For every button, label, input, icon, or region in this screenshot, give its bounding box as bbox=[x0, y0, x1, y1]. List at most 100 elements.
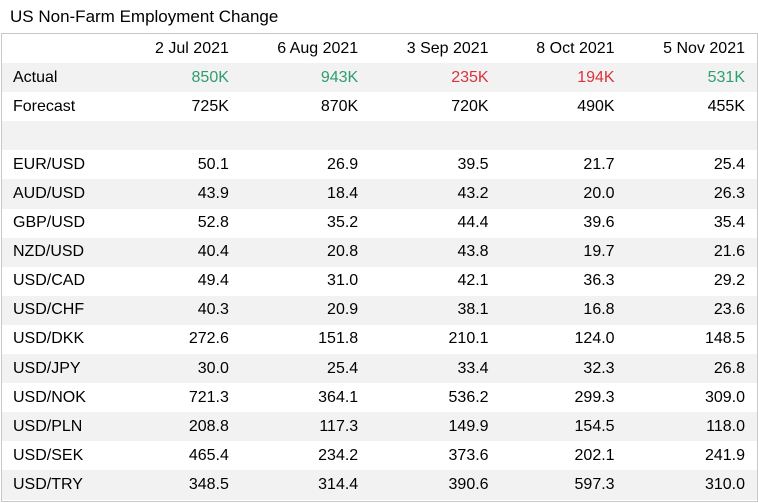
pair-value: 154.5 bbox=[574, 417, 615, 435]
pair-value: 26.8 bbox=[713, 359, 745, 377]
pair-value: 721.3 bbox=[188, 388, 229, 406]
pair-value: 25.4 bbox=[327, 359, 359, 377]
pair-label: USD/DKK bbox=[13, 330, 85, 348]
table-row: USD/CAD 49.4 31.0 42.1 36.3 29.2 bbox=[1, 267, 757, 296]
forecast-row: Forecast 725K 870K 720K 490K 455K bbox=[1, 92, 757, 121]
pair-value: 208.8 bbox=[188, 417, 229, 435]
table-row: USD/TRY 348.5 314.4 390.6 597.3 310.0 bbox=[1, 470, 757, 500]
row-label: Actual bbox=[13, 68, 58, 86]
pair-value: 149.9 bbox=[448, 417, 489, 435]
pair-value: 32.3 bbox=[583, 359, 615, 377]
pair-value: 49.4 bbox=[197, 272, 229, 290]
pair-value: 50.1 bbox=[197, 155, 229, 173]
pair-value: 31.0 bbox=[327, 272, 359, 290]
column-header: 2 Jul 2021 bbox=[155, 39, 229, 57]
column-header: 3 Sep 2021 bbox=[406, 39, 489, 57]
table-row: USD/JPY 30.0 25.4 33.4 32.3 26.8 bbox=[1, 354, 757, 384]
spacer-cell bbox=[1, 121, 757, 150]
pair-value: 465.4 bbox=[188, 446, 229, 464]
pair-value: 43.9 bbox=[197, 185, 229, 203]
pair-value: 597.3 bbox=[574, 475, 615, 493]
pair-value: 35.2 bbox=[327, 214, 359, 232]
pair-value: 21.6 bbox=[713, 243, 745, 261]
table-row: USD/SEK 465.4 234.2 373.6 202.1 241.9 bbox=[1, 441, 757, 470]
pair-value: 210.1 bbox=[448, 330, 489, 348]
pair-value: 40.3 bbox=[197, 301, 229, 319]
actual-value: 531K bbox=[707, 68, 745, 86]
pair-value: 272.6 bbox=[188, 330, 229, 348]
table-row: AUD/USD 43.9 18.4 43.2 20.0 26.3 bbox=[1, 179, 757, 209]
actual-value: 235K bbox=[451, 68, 489, 86]
pair-value: 40.4 bbox=[197, 243, 229, 261]
pair-value: 39.6 bbox=[583, 214, 615, 232]
forecast-value: 870K bbox=[320, 97, 359, 115]
pair-value: 299.3 bbox=[574, 388, 615, 406]
pair-value: 314.4 bbox=[318, 475, 359, 493]
employment-table: 2 Jul 2021 6 Aug 2021 3 Sep 2021 8 Oct 2… bbox=[1, 33, 757, 500]
table-row: NZD/USD 40.4 20.8 43.8 19.7 21.6 bbox=[1, 237, 757, 267]
pair-value: 310.0 bbox=[704, 475, 745, 493]
pair-value: 26.9 bbox=[327, 155, 359, 173]
pair-label: GBP/USD bbox=[13, 214, 86, 232]
pair-label: AUD/USD bbox=[13, 185, 86, 203]
pair-value: 52.8 bbox=[197, 214, 229, 232]
table-row: EUR/USD 50.1 26.9 39.5 21.7 25.4 bbox=[1, 150, 757, 179]
pair-value: 44.4 bbox=[457, 214, 489, 232]
table-row: USD/CHF 40.3 20.9 38.1 16.8 23.6 bbox=[1, 295, 757, 325]
spacer-row bbox=[1, 121, 757, 151]
pair-value: 309.0 bbox=[704, 388, 745, 406]
table-row: USD/NOK 721.3 364.1 536.2 299.3 309.0 bbox=[1, 383, 757, 412]
pair-value: 117.3 bbox=[319, 417, 359, 435]
pair-value: 148.5 bbox=[704, 330, 745, 348]
column-header: 5 Nov 2021 bbox=[663, 39, 745, 57]
pair-value: 202.1 bbox=[574, 446, 615, 464]
pair-value: 36.3 bbox=[583, 272, 615, 290]
pair-value: 42.1 bbox=[457, 272, 489, 290]
column-header: 8 Oct 2021 bbox=[536, 39, 615, 57]
pair-value: 20.9 bbox=[327, 301, 359, 319]
pair-value: 39.5 bbox=[457, 155, 489, 173]
pair-value: 390.6 bbox=[448, 475, 489, 493]
pair-label: USD/PLN bbox=[13, 417, 83, 435]
forecast-value: 725K bbox=[191, 97, 229, 115]
pair-value: 18.4 bbox=[327, 185, 359, 203]
column-header: 6 Aug 2021 bbox=[277, 39, 359, 57]
pair-value: 151.8 bbox=[318, 330, 359, 348]
pair-value: 16.8 bbox=[583, 301, 615, 319]
actual-value: 943K bbox=[320, 68, 359, 86]
actual-value: 194K bbox=[577, 68, 615, 86]
pair-value: 19.7 bbox=[583, 243, 615, 261]
pair-value: 118.0 bbox=[706, 417, 745, 435]
forecast-value: 720K bbox=[451, 97, 489, 115]
header-row: 2 Jul 2021 6 Aug 2021 3 Sep 2021 8 Oct 2… bbox=[1, 33, 757, 64]
pair-value: 43.8 bbox=[457, 243, 489, 261]
actual-row: Actual 850K 943K 235K 194K 531K bbox=[1, 63, 757, 93]
pair-value: 35.4 bbox=[713, 214, 745, 232]
pair-label: EUR/USD bbox=[13, 155, 86, 173]
table-row: USD/PLN 208.8 117.3 149.9 154.5 118.0 bbox=[1, 412, 757, 442]
pair-value: 348.5 bbox=[188, 475, 229, 493]
pair-label: USD/CAD bbox=[13, 272, 86, 290]
pair-value: 26.3 bbox=[713, 185, 745, 203]
pair-value: 38.1 bbox=[457, 301, 489, 319]
pair-value: 536.2 bbox=[448, 388, 489, 406]
table-row: USD/DKK 272.6 151.8 210.1 124.0 148.5 bbox=[1, 325, 757, 354]
pair-value: 29.2 bbox=[713, 272, 745, 290]
pair-value: 241.9 bbox=[704, 446, 745, 464]
pair-value: 373.6 bbox=[448, 446, 489, 464]
pair-value: 33.4 bbox=[457, 359, 489, 377]
pair-label: USD/SEK bbox=[13, 446, 84, 464]
pair-label: NZD/USD bbox=[13, 243, 85, 261]
pair-label: USD/NOK bbox=[13, 388, 86, 406]
forecast-value: 455K bbox=[707, 97, 745, 115]
pair-value: 20.0 bbox=[583, 185, 615, 203]
pair-value: 364.1 bbox=[318, 388, 359, 406]
row-label: Forecast bbox=[13, 97, 76, 115]
pair-value: 23.6 bbox=[713, 301, 745, 319]
table-title: US Non-Farm Employment Change bbox=[10, 7, 279, 26]
forecast-value: 490K bbox=[577, 97, 615, 115]
pair-label: USD/CHF bbox=[13, 301, 85, 319]
pair-value: 25.4 bbox=[713, 155, 745, 173]
pair-value: 30.0 bbox=[197, 359, 229, 377]
actual-value: 850K bbox=[191, 68, 229, 86]
